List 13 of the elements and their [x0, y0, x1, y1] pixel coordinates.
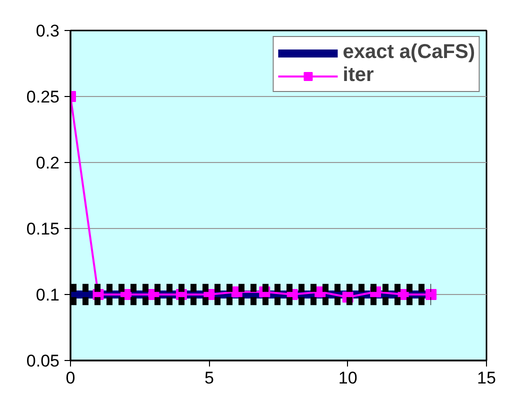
y-tick-label: 0.2 [36, 154, 60, 172]
y-tick-label: 0.1 [36, 286, 60, 304]
x-tick-label: 5 [204, 368, 214, 388]
y-tick-label: 0.05 [26, 352, 60, 370]
x-tick-label: 15 [477, 368, 496, 388]
x-tick-label: 0 [66, 368, 76, 388]
legend-label: exact a(CaFS) [342, 41, 475, 64]
point [426, 289, 437, 300]
y-tick-label: 0.15 [26, 220, 60, 238]
x-tick-label: 10 [338, 368, 358, 388]
legend-label: iter [342, 64, 374, 87]
y-tick-label: 0.3 [36, 22, 60, 40]
y-tick-label: 0.25 [26, 88, 60, 106]
